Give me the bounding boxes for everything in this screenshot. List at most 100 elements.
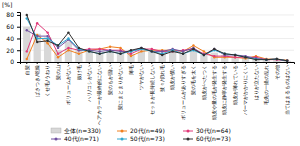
point (286, 60, 288, 62)
tick-mark (276, 62, 277, 64)
point (161, 50, 163, 52)
point (46, 31, 48, 33)
point (171, 50, 173, 52)
legend-marker (55, 138, 58, 141)
point (161, 50, 163, 52)
point (203, 54, 205, 56)
point (57, 44, 59, 46)
point (171, 50, 173, 52)
line-series (26, 22, 289, 62)
legend-label: 50代(n=73) (130, 135, 165, 142)
point (203, 54, 205, 56)
tick: ツヤがない (138, 62, 144, 90)
point (276, 58, 278, 60)
point (234, 56, 236, 58)
point (109, 50, 111, 52)
point (130, 49, 132, 51)
tick-mark (17, 15, 20, 16)
point (98, 48, 100, 50)
point (46, 42, 48, 44)
point (57, 56, 59, 58)
legend: 全体(n=330)20代(n=49)30代(n=64)40代(n=71)50代(… (51, 127, 231, 142)
legend-label: 30代(n=64) (196, 127, 231, 134)
point (98, 53, 100, 55)
line-series (26, 29, 289, 62)
grid-line (20, 38, 294, 39)
tick: パーマがかかりにくい (242, 62, 248, 116)
tick: 髪のもが固い (107, 62, 113, 95)
point (78, 53, 80, 55)
point (234, 54, 236, 56)
point (182, 53, 184, 55)
legend-swatch (51, 128, 61, 133)
line (27, 18, 287, 60)
point (109, 50, 111, 52)
tick: はりが立たない (253, 62, 259, 100)
grid-line (20, 26, 294, 27)
tick: 頭皮が償い (169, 62, 175, 90)
point (57, 47, 59, 49)
legend-item: 60代(n=73) (183, 135, 231, 142)
tick-label: 頭皮が薄れている (232, 65, 238, 105)
tick-mark (214, 62, 215, 64)
point (286, 60, 288, 62)
point (276, 58, 278, 60)
point (119, 53, 121, 55)
point (151, 50, 153, 52)
tick-label: はりが立たない (253, 65, 259, 100)
tick: ボリュームがない (65, 62, 71, 105)
tick-mark (110, 62, 111, 64)
point (26, 50, 28, 52)
point (151, 50, 153, 52)
tick-mark (266, 62, 267, 64)
point (140, 47, 142, 49)
tick-mark (245, 62, 246, 64)
point (151, 50, 153, 52)
tick: 頭皮や量の毛が発生する (211, 62, 217, 120)
point (182, 53, 184, 55)
tick-label: 80 (6, 11, 14, 18)
tick: セットが長持続しない (149, 62, 155, 115)
point (98, 53, 100, 55)
tick-mark (141, 62, 142, 64)
tick-mark (89, 62, 90, 64)
tick: 頭皮が薄れている (232, 62, 238, 105)
chart: 020406080白髪ぱさつき/乾燥くせ毛/うねり髪の山ボリュームがない抜け毛ハ… (0, 0, 300, 146)
tick-label: 60 (6, 23, 14, 30)
tick-label: 20 (6, 47, 14, 54)
point (192, 48, 194, 50)
legend-swatch (51, 139, 61, 140)
point (67, 47, 69, 49)
point (140, 50, 142, 52)
point (276, 58, 278, 60)
line (27, 23, 287, 61)
legend-label: 40代(n=71) (64, 135, 99, 142)
tick-label: 技々/切れ毛 (159, 65, 165, 93)
tick: 髪の山 (55, 62, 61, 80)
bar (148, 52, 155, 62)
tick-mark (17, 50, 20, 51)
point (98, 48, 100, 50)
tick-mark (172, 62, 173, 64)
tick-mark (287, 62, 288, 64)
tick-label: 髪にまとまりがない (117, 65, 123, 110)
tick: 薄毛 (128, 62, 134, 75)
point (234, 54, 236, 56)
legend-label: 20代(n=49) (130, 127, 165, 134)
tick: 80 (6, 11, 20, 18)
tick-label: ボリュームがありすぎる (180, 65, 186, 120)
tick-label: 髪の山 (55, 65, 61, 80)
tick-mark (26, 62, 27, 64)
tick-label: 髪の毛を太く (190, 65, 196, 95)
tick: ヘアカラーが最終的にない (96, 62, 102, 125)
point (255, 58, 257, 60)
tick-label: セットが長持続しない (149, 65, 155, 115)
bar (179, 54, 186, 62)
tick-mark (37, 62, 38, 64)
marks (23, 14, 291, 62)
point (286, 60, 288, 62)
tick-label: 頭皮に静寧が発生する (221, 65, 227, 115)
tick-mark (78, 62, 79, 64)
bar (200, 54, 207, 62)
tick-mark (58, 62, 59, 64)
